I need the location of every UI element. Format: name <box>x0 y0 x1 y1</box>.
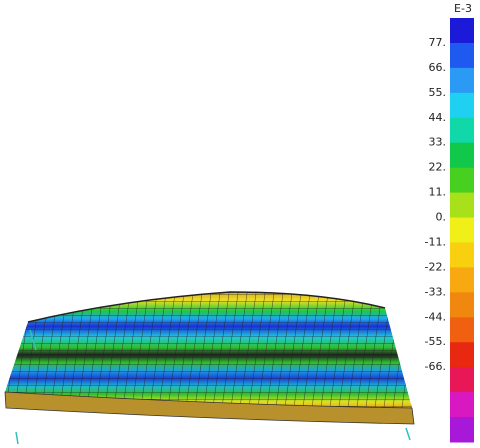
legend-exponent: E-3 <box>454 2 472 15</box>
legend-color <box>450 292 474 318</box>
legend-color <box>450 367 474 393</box>
plate-outline <box>27 291 386 323</box>
legend-label: 77. <box>429 36 447 49</box>
legend-color <box>450 142 474 169</box>
mesh-plate <box>4 291 415 445</box>
legend-label: -66. <box>425 360 446 373</box>
legend-label: -22. <box>425 260 446 273</box>
legend-label: 33. <box>429 136 447 149</box>
legend-color <box>450 392 474 418</box>
support-marker <box>15 329 411 445</box>
legend-color <box>450 67 474 94</box>
legend-color <box>450 192 474 219</box>
legend: E-3 77. 66. 55. 44. 33. 22. 11. 0. -11. -22. -33. -… <box>425 2 474 443</box>
legend-color <box>450 167 474 194</box>
legend-color <box>450 117 474 144</box>
legend-label: 22. <box>429 161 447 174</box>
legend-label: -44. <box>425 310 446 323</box>
legend-color <box>450 267 474 293</box>
legend-color <box>450 417 474 443</box>
legend-color <box>450 18 474 44</box>
legend-color <box>450 342 474 368</box>
legend-color <box>450 42 474 69</box>
legend-label: 11. <box>429 186 447 199</box>
plate-edge <box>4 391 415 425</box>
legend-label: -11. <box>425 235 446 248</box>
legend-label: 0. <box>436 211 447 224</box>
legend-label: -33. <box>425 285 446 298</box>
legend-color <box>450 317 474 343</box>
legend-label: 55. <box>429 86 447 99</box>
legend-color <box>450 217 474 243</box>
legend-color <box>450 92 474 119</box>
legend-label: -55. <box>425 335 446 348</box>
legend-label: 44. <box>429 111 447 124</box>
legend-color <box>450 242 474 268</box>
legend-label: 66. <box>429 61 447 74</box>
